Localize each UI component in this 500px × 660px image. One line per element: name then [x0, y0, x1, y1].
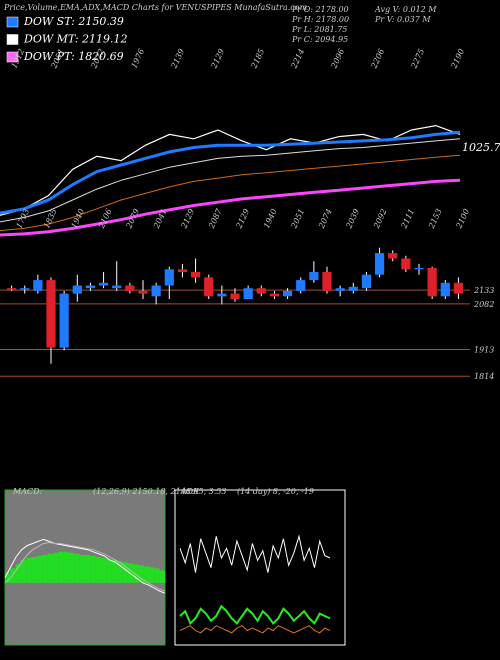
candle-body	[177, 269, 188, 272]
candle-body	[230, 293, 240, 299]
candle-body	[256, 288, 266, 294]
candle-body	[348, 286, 358, 291]
candle-body	[440, 282, 450, 297]
candle-body	[6, 288, 17, 290]
histogram-bar	[106, 559, 112, 583]
histogram-bar	[122, 562, 128, 583]
candle-body	[322, 272, 332, 291]
candle-body	[59, 293, 69, 348]
volume-info: Avg V: 0.012 M	[374, 5, 437, 14]
indicator-line	[179, 625, 331, 634]
level-annotation: 1025.70	[462, 141, 500, 154]
candle-body	[401, 258, 411, 270]
histogram-bar	[63, 551, 69, 583]
histogram-bar	[95, 556, 101, 583]
histogram-bar	[85, 554, 91, 583]
indicator-line	[179, 604, 331, 626]
histogram-bar	[5, 572, 11, 583]
adx-panel	[174, 489, 346, 646]
histogram-bar	[58, 551, 64, 583]
candle-body	[204, 277, 214, 297]
histogram-bar	[37, 555, 43, 583]
candle-body	[125, 285, 135, 291]
panel-title: MACD:	[12, 487, 43, 496]
volume-info: Pr V: 0.037 M	[374, 15, 431, 24]
histogram-bar	[138, 565, 144, 583]
legend-text: DOW PT: 1820.69	[23, 50, 124, 63]
histogram-bar	[79, 554, 85, 583]
histogram-bar	[69, 552, 75, 583]
legend-swatch	[6, 51, 19, 63]
legend-swatch	[6, 34, 19, 45]
candle-body	[33, 280, 43, 291]
histogram-bar	[159, 570, 165, 583]
indicator-line	[4, 538, 166, 594]
panel-title: ADX	[180, 487, 199, 496]
candle-body	[243, 288, 253, 299]
histogram-bar	[53, 552, 59, 583]
candle-body	[427, 267, 437, 297]
candle-body	[46, 280, 56, 348]
histogram-bar	[90, 555, 96, 583]
histogram-bar	[74, 553, 80, 583]
histogram-bar	[31, 556, 37, 583]
histogram-bar	[10, 568, 16, 583]
candle-body	[309, 272, 319, 281]
histogram-bar	[42, 554, 48, 583]
level-label: 2133	[473, 286, 494, 295]
histogram-bar	[15, 564, 21, 583]
price-info: Pr C: 2094.95	[291, 35, 348, 44]
legend-swatch	[6, 16, 19, 28]
indicator-line	[4, 541, 166, 592]
price-info: Pr L: 2081.75	[291, 25, 347, 34]
ema-line	[0, 178, 461, 237]
candle-body	[217, 293, 227, 297]
candle-body	[112, 285, 122, 289]
level-label: 1913	[474, 345, 494, 354]
candle-body	[85, 285, 96, 289]
histogram-bar	[26, 558, 32, 583]
candle-body	[190, 272, 201, 278]
candle-body	[296, 280, 306, 291]
panel-subtitle: (12,26,9) 2150.18, 2146.65, 3.53	[93, 487, 226, 496]
histogram-bar	[143, 566, 149, 583]
histogram-bar	[101, 558, 107, 583]
candle-body	[453, 282, 464, 294]
candle-body	[414, 267, 424, 270]
histogram-bar	[111, 560, 117, 583]
histogram-bar	[154, 568, 160, 583]
histogram-bar	[21, 560, 27, 583]
candle-body	[269, 293, 280, 297]
candle-body	[282, 290, 293, 297]
candle-body	[72, 285, 82, 294]
panel-subtitle: (14 day) 8, -20, -19	[237, 487, 314, 496]
page-title: Price,Volume,EMA,ADX,MACD Charts for VEN…	[3, 3, 308, 12]
histogram-bar	[133, 564, 139, 583]
candle-body	[335, 288, 345, 291]
level-label: 2082	[473, 300, 494, 309]
candle-body	[98, 282, 109, 286]
price-info: Pr H: 2178.00	[291, 15, 349, 24]
ema-line	[0, 138, 461, 223]
ema-line	[0, 154, 461, 232]
histogram-bar	[117, 561, 123, 583]
histogram-bar	[149, 567, 155, 583]
candle-body	[374, 253, 385, 275]
indicator-line	[179, 534, 331, 573]
candle-body	[151, 285, 161, 297]
candle-body	[138, 290, 148, 294]
price-info: Pr O: 2178.00	[291, 5, 349, 14]
legend-text: DOW MT: 2119.12	[23, 33, 128, 46]
ema-line	[0, 130, 461, 215]
candle-body	[164, 269, 174, 286]
histogram-bar	[47, 553, 53, 583]
legend-text: DOW ST: 2150.39	[23, 15, 124, 28]
candle-body	[361, 274, 372, 289]
candle-body	[388, 253, 398, 259]
level-label: 1814	[474, 372, 494, 381]
candle-body	[20, 288, 30, 290]
